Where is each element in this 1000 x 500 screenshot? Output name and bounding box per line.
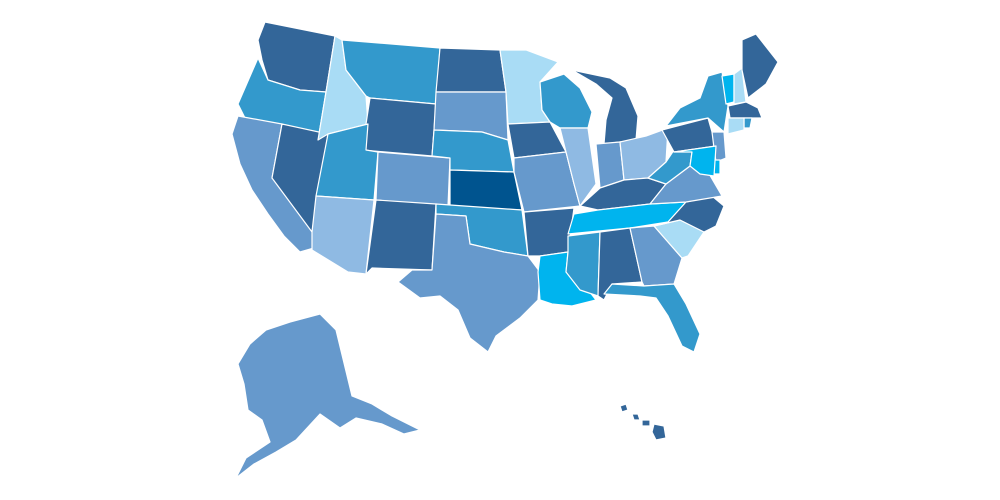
state-AZ[interactable] (311, 195, 375, 275)
state-CO[interactable] (375, 151, 451, 207)
state-MD[interactable] (673, 145, 717, 177)
state-ND[interactable] (435, 47, 507, 93)
state-TX[interactable] (397, 213, 541, 353)
state-NY[interactable] (665, 71, 729, 133)
state-ME[interactable] (741, 33, 779, 99)
state-KS[interactable] (449, 169, 523, 211)
state-AR[interactable] (523, 207, 575, 257)
state-RI[interactable] (743, 117, 753, 129)
state-NM[interactable] (365, 199, 437, 275)
state-CT[interactable] (727, 117, 745, 135)
state-FL[interactable] (603, 283, 701, 353)
state-MA[interactable] (727, 101, 763, 119)
state-WY[interactable] (361, 97, 437, 157)
state-HI[interactable] (619, 403, 667, 441)
state-AK[interactable] (235, 313, 421, 479)
